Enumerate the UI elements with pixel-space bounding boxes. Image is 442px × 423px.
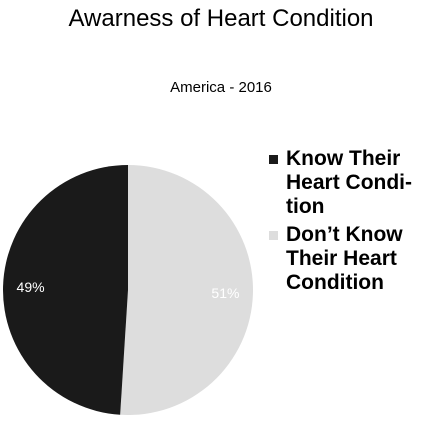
- legend-swatch-dont-know: [269, 231, 278, 240]
- legend-item-know[interactable]: Know Their Heart Condi-tion: [269, 147, 439, 219]
- legend: Know Their Heart Condi-tion Don’t Know T…: [269, 147, 439, 295]
- pie-slice-know[interactable]: [3, 165, 128, 415]
- legend-swatch-know: [269, 155, 278, 164]
- legend-item-dont-know[interactable]: Don’t Know Their Heart Condition: [269, 223, 439, 295]
- legend-label-dont-know: Don’t Know Their Heart Condition: [286, 223, 403, 294]
- legend-label-know: Know Their Heart Condi-tion: [286, 147, 412, 218]
- chart-subtitle: America - 2016: [170, 79, 272, 96]
- slice-label-dont-know: 51%: [211, 285, 239, 301]
- slice-label-know: 49%: [17, 279, 45, 295]
- pie-slice-dont-know[interactable]: [120, 165, 254, 415]
- chart-title: Awarness of Heart Condition: [68, 5, 374, 32]
